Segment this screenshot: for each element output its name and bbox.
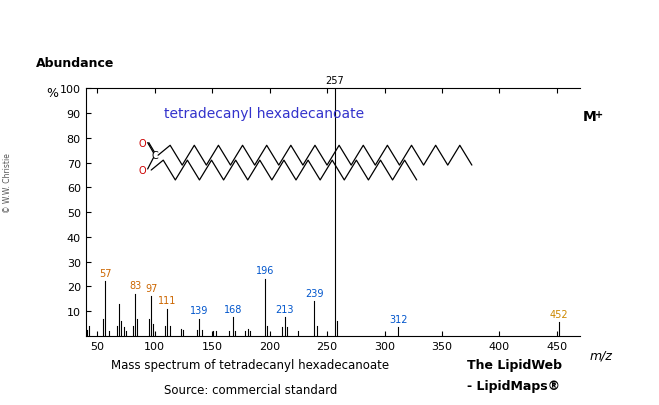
- Text: Abundance: Abundance: [36, 56, 115, 69]
- Text: 57: 57: [99, 268, 111, 278]
- Text: 452: 452: [550, 309, 569, 319]
- Text: %: %: [46, 87, 58, 100]
- Text: 213: 213: [275, 304, 294, 314]
- Text: 83: 83: [129, 281, 141, 290]
- Text: O: O: [139, 166, 146, 176]
- Text: 239: 239: [305, 288, 324, 298]
- Text: M: M: [583, 109, 597, 123]
- Text: The LipidWeb: The LipidWeb: [467, 358, 561, 371]
- Text: m/z: m/z: [590, 348, 613, 362]
- Text: C: C: [152, 151, 158, 161]
- Text: 168: 168: [223, 304, 242, 314]
- Text: Mass spectrum of tetradecanyl hexadecanoate: Mass spectrum of tetradecanyl hexadecano…: [111, 358, 389, 371]
- Text: 312: 312: [389, 314, 407, 324]
- Text: © W.W. Christie: © W.W. Christie: [3, 152, 13, 212]
- Text: 196: 196: [256, 266, 274, 276]
- Text: 111: 111: [158, 295, 177, 305]
- Text: 257: 257: [326, 75, 345, 85]
- Text: tetradecanyl hexadecanoate: tetradecanyl hexadecanoate: [163, 107, 364, 120]
- Text: Source: commercial standard: Source: commercial standard: [163, 383, 337, 396]
- Text: 97: 97: [145, 283, 158, 293]
- Text: 139: 139: [190, 305, 209, 315]
- Text: O: O: [139, 139, 146, 149]
- Text: +: +: [595, 110, 603, 120]
- Text: - LipidMaps®: - LipidMaps®: [467, 379, 561, 392]
